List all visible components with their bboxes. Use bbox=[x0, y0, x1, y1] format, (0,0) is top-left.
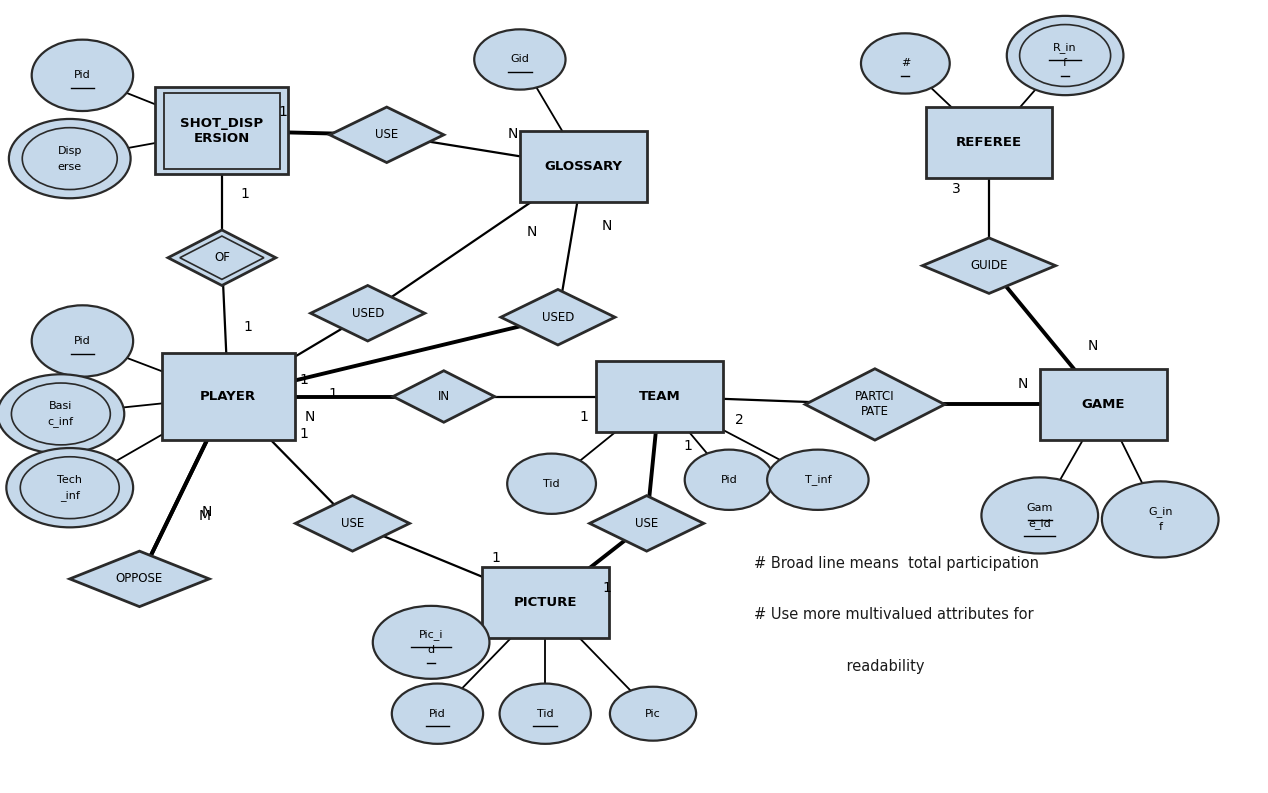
FancyBboxPatch shape bbox=[482, 567, 609, 638]
Ellipse shape bbox=[9, 119, 131, 198]
Text: 1: 1 bbox=[299, 427, 308, 441]
Text: readability: readability bbox=[754, 659, 924, 673]
Text: SHOT_DISP
ERSION: SHOT_DISP ERSION bbox=[180, 117, 264, 145]
Text: Pid: Pid bbox=[429, 709, 446, 718]
Text: c_inf: c_inf bbox=[48, 416, 74, 427]
Text: IN: IN bbox=[437, 390, 450, 403]
Text: G_in: G_in bbox=[1148, 506, 1173, 517]
Text: 1: 1 bbox=[299, 373, 308, 387]
Text: N: N bbox=[306, 410, 316, 424]
Text: OPPOSE: OPPOSE bbox=[115, 573, 164, 585]
Text: 1: 1 bbox=[328, 386, 337, 400]
Text: f: f bbox=[1158, 523, 1163, 532]
Text: N: N bbox=[527, 225, 538, 239]
Text: PARTCI
PATE: PARTCI PATE bbox=[855, 390, 895, 419]
Text: PICTURE: PICTURE bbox=[514, 596, 577, 609]
Text: e_id: e_id bbox=[1028, 518, 1051, 529]
Text: Disp: Disp bbox=[57, 146, 82, 155]
Text: # Use more multivalued attributes for: # Use more multivalued attributes for bbox=[754, 607, 1035, 622]
Ellipse shape bbox=[0, 374, 124, 454]
Ellipse shape bbox=[373, 606, 489, 679]
Text: N: N bbox=[1088, 339, 1098, 354]
FancyBboxPatch shape bbox=[162, 353, 294, 440]
Text: Basi: Basi bbox=[49, 401, 72, 411]
Text: 1: 1 bbox=[492, 550, 501, 565]
Ellipse shape bbox=[610, 687, 696, 741]
Text: USE: USE bbox=[341, 517, 364, 530]
Text: Pic_i: Pic_i bbox=[418, 629, 444, 640]
Text: PLAYER: PLAYER bbox=[200, 390, 256, 403]
Text: Pid: Pid bbox=[74, 336, 91, 346]
Ellipse shape bbox=[507, 454, 596, 514]
Text: Gid: Gid bbox=[511, 55, 529, 64]
Ellipse shape bbox=[767, 450, 869, 510]
Text: erse: erse bbox=[57, 162, 82, 171]
Polygon shape bbox=[923, 238, 1056, 293]
Ellipse shape bbox=[32, 305, 133, 377]
FancyBboxPatch shape bbox=[155, 87, 288, 174]
Text: 1: 1 bbox=[243, 320, 252, 334]
Text: Tech: Tech bbox=[57, 475, 82, 485]
Text: d: d bbox=[427, 646, 435, 655]
Text: USED: USED bbox=[541, 311, 574, 324]
Ellipse shape bbox=[392, 684, 483, 744]
Ellipse shape bbox=[474, 29, 566, 90]
Ellipse shape bbox=[1007, 16, 1123, 95]
Text: USED: USED bbox=[351, 307, 384, 320]
Text: Tid: Tid bbox=[536, 709, 554, 718]
Ellipse shape bbox=[6, 448, 133, 527]
Text: 1: 1 bbox=[278, 105, 287, 119]
Polygon shape bbox=[393, 371, 495, 422]
Text: 1: 1 bbox=[602, 580, 611, 595]
Text: N: N bbox=[202, 505, 212, 519]
Text: OF: OF bbox=[214, 251, 230, 264]
Polygon shape bbox=[805, 369, 945, 440]
Text: #: # bbox=[900, 59, 910, 68]
Text: GAME: GAME bbox=[1082, 398, 1125, 411]
FancyBboxPatch shape bbox=[596, 361, 723, 432]
Polygon shape bbox=[330, 107, 444, 163]
Text: TEAM: TEAM bbox=[639, 390, 680, 403]
Ellipse shape bbox=[981, 477, 1098, 554]
Text: N: N bbox=[1018, 377, 1028, 391]
Text: USE: USE bbox=[635, 517, 658, 530]
Text: Pic: Pic bbox=[645, 709, 661, 718]
Text: f: f bbox=[1063, 59, 1068, 68]
FancyBboxPatch shape bbox=[520, 131, 647, 202]
Polygon shape bbox=[311, 285, 425, 341]
Text: Pid: Pid bbox=[74, 71, 91, 80]
Polygon shape bbox=[167, 230, 276, 285]
Text: 1: 1 bbox=[579, 410, 588, 424]
Ellipse shape bbox=[32, 40, 133, 111]
Text: Tid: Tid bbox=[543, 479, 560, 488]
Polygon shape bbox=[295, 496, 410, 551]
Text: USE: USE bbox=[375, 128, 398, 141]
Ellipse shape bbox=[500, 684, 591, 744]
Ellipse shape bbox=[861, 33, 950, 94]
Text: N: N bbox=[507, 127, 519, 141]
Text: REFEREE: REFEREE bbox=[956, 136, 1022, 149]
Text: GLOSSARY: GLOSSARY bbox=[544, 160, 623, 173]
FancyBboxPatch shape bbox=[926, 107, 1052, 178]
Text: 1: 1 bbox=[683, 439, 692, 453]
Text: 2: 2 bbox=[735, 413, 744, 427]
FancyBboxPatch shape bbox=[1040, 369, 1167, 440]
Polygon shape bbox=[70, 551, 209, 607]
Text: 3: 3 bbox=[952, 182, 960, 197]
Ellipse shape bbox=[1102, 481, 1219, 557]
Polygon shape bbox=[501, 289, 615, 345]
Text: 1: 1 bbox=[241, 187, 249, 201]
Ellipse shape bbox=[685, 450, 773, 510]
Text: T_inf: T_inf bbox=[805, 474, 831, 485]
Text: # Broad line means  total participation: # Broad line means total participation bbox=[754, 556, 1040, 570]
Text: GUIDE: GUIDE bbox=[970, 259, 1008, 272]
Polygon shape bbox=[590, 496, 704, 551]
Text: _inf: _inf bbox=[60, 490, 80, 501]
Text: N: N bbox=[601, 219, 611, 233]
Text: R_in: R_in bbox=[1054, 42, 1077, 53]
Text: Gam: Gam bbox=[1027, 503, 1052, 512]
Text: Pid: Pid bbox=[720, 475, 738, 485]
Text: M: M bbox=[199, 508, 210, 523]
